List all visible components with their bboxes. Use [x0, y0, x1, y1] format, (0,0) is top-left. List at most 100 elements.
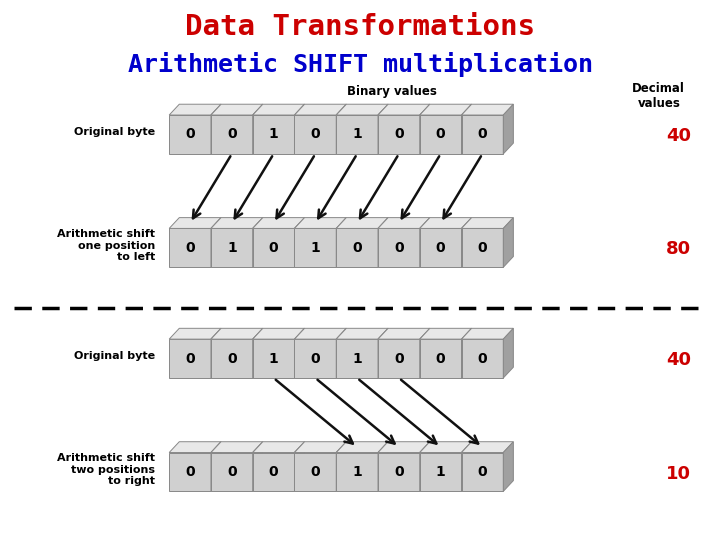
Polygon shape — [294, 218, 305, 267]
Text: 0: 0 — [310, 465, 320, 479]
Polygon shape — [378, 442, 430, 453]
Text: 10: 10 — [666, 464, 691, 483]
FancyBboxPatch shape — [336, 228, 378, 267]
Polygon shape — [420, 328, 472, 339]
Text: 0: 0 — [310, 127, 320, 141]
Text: Original byte: Original byte — [73, 127, 155, 137]
Text: 0: 0 — [227, 352, 237, 366]
FancyBboxPatch shape — [378, 339, 420, 378]
Polygon shape — [253, 104, 263, 154]
Polygon shape — [420, 328, 430, 378]
Polygon shape — [336, 218, 388, 228]
Text: Original byte: Original byte — [73, 352, 155, 361]
Text: 1: 1 — [269, 127, 279, 141]
FancyBboxPatch shape — [294, 339, 336, 378]
Text: 0: 0 — [394, 352, 404, 366]
Polygon shape — [378, 328, 430, 339]
Polygon shape — [211, 104, 263, 115]
FancyBboxPatch shape — [462, 115, 503, 154]
Text: 0: 0 — [394, 465, 404, 479]
Polygon shape — [420, 104, 430, 154]
Text: 1: 1 — [269, 352, 279, 366]
Text: 1: 1 — [310, 241, 320, 255]
Polygon shape — [378, 328, 388, 378]
FancyBboxPatch shape — [336, 339, 378, 378]
Text: 0: 0 — [185, 465, 195, 479]
Text: 0: 0 — [185, 241, 195, 255]
Text: 0: 0 — [477, 465, 487, 479]
Polygon shape — [211, 218, 221, 267]
Polygon shape — [462, 442, 513, 453]
FancyBboxPatch shape — [169, 115, 211, 154]
Text: 0: 0 — [436, 127, 446, 141]
Text: 1: 1 — [352, 465, 362, 479]
Polygon shape — [378, 218, 388, 267]
Polygon shape — [462, 442, 472, 491]
Polygon shape — [211, 104, 221, 154]
Polygon shape — [169, 442, 221, 453]
FancyBboxPatch shape — [211, 228, 253, 267]
Polygon shape — [336, 104, 346, 154]
Text: Data Transformations: Data Transformations — [185, 13, 535, 41]
Polygon shape — [253, 442, 263, 491]
Text: 1: 1 — [227, 241, 237, 255]
Text: 0: 0 — [477, 352, 487, 366]
Text: 0: 0 — [269, 241, 279, 255]
Text: 1: 1 — [352, 127, 362, 141]
Text: 40: 40 — [666, 351, 691, 369]
Polygon shape — [336, 442, 388, 453]
FancyBboxPatch shape — [420, 228, 462, 267]
FancyBboxPatch shape — [378, 115, 420, 154]
Polygon shape — [253, 328, 263, 378]
FancyBboxPatch shape — [294, 228, 336, 267]
Text: 80: 80 — [666, 240, 691, 259]
Polygon shape — [253, 218, 263, 267]
Polygon shape — [503, 442, 513, 491]
Polygon shape — [462, 328, 472, 378]
Polygon shape — [462, 328, 513, 339]
Polygon shape — [336, 442, 346, 491]
Polygon shape — [420, 442, 472, 453]
Polygon shape — [336, 104, 388, 115]
Polygon shape — [336, 328, 346, 378]
Polygon shape — [378, 218, 430, 228]
Polygon shape — [462, 218, 513, 228]
Polygon shape — [294, 104, 305, 154]
Text: 40: 40 — [666, 127, 691, 145]
Polygon shape — [378, 442, 388, 491]
Polygon shape — [503, 218, 513, 267]
FancyBboxPatch shape — [420, 115, 462, 154]
FancyBboxPatch shape — [294, 115, 336, 154]
Polygon shape — [211, 328, 221, 378]
Text: 0: 0 — [310, 352, 320, 366]
Text: 1: 1 — [436, 465, 446, 479]
Text: 0: 0 — [352, 241, 362, 255]
Polygon shape — [211, 328, 263, 339]
FancyBboxPatch shape — [462, 339, 503, 378]
Polygon shape — [169, 328, 221, 339]
FancyBboxPatch shape — [420, 453, 462, 491]
Text: 0: 0 — [227, 465, 237, 479]
Text: 0: 0 — [227, 127, 237, 141]
Polygon shape — [420, 218, 472, 228]
FancyBboxPatch shape — [336, 115, 378, 154]
FancyBboxPatch shape — [211, 115, 253, 154]
FancyBboxPatch shape — [336, 453, 378, 491]
Polygon shape — [253, 328, 305, 339]
Polygon shape — [294, 442, 346, 453]
Text: 1: 1 — [352, 352, 362, 366]
Polygon shape — [211, 442, 221, 491]
Text: 0: 0 — [477, 127, 487, 141]
Text: Arithmetic shift
two positions
to right: Arithmetic shift two positions to right — [57, 453, 155, 487]
Polygon shape — [211, 218, 263, 228]
Polygon shape — [294, 442, 305, 491]
Text: Arithmetic SHIFT multiplication: Arithmetic SHIFT multiplication — [127, 52, 593, 77]
FancyBboxPatch shape — [253, 228, 294, 267]
Polygon shape — [462, 218, 472, 267]
Polygon shape — [169, 218, 221, 228]
Polygon shape — [378, 104, 430, 115]
Text: 0: 0 — [477, 241, 487, 255]
Polygon shape — [420, 442, 430, 491]
Text: 0: 0 — [394, 241, 404, 255]
FancyBboxPatch shape — [253, 339, 294, 378]
